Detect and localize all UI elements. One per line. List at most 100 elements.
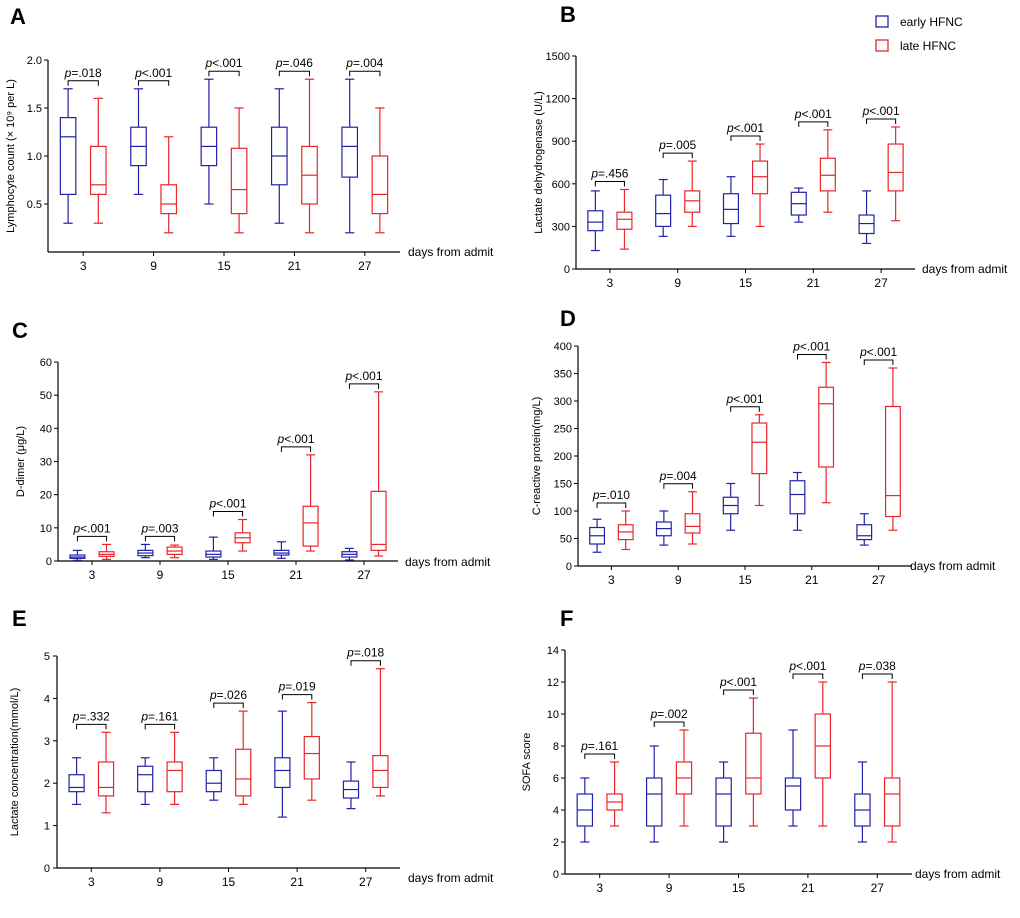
iqr-box — [818, 386, 835, 468]
pvalue-annotation-day-9: p=.003 — [140, 521, 179, 542]
y-tick-label: 400 — [554, 341, 572, 353]
pvalue-p-symbol: p — [658, 138, 666, 152]
pvalue-bracket — [866, 118, 897, 124]
early-box-day-3 — [59, 88, 77, 224]
panel-letter: D — [560, 306, 576, 331]
y-tick-label: 1500 — [546, 51, 570, 63]
pvalue-bracket — [662, 152, 693, 159]
x-tick-label: 9 — [674, 276, 681, 290]
late-box-day-21 — [301, 78, 318, 234]
x-tick-label: 15 — [732, 881, 746, 895]
early-box-day-3 — [576, 777, 594, 843]
pvalue-label: p=.026 — [209, 688, 247, 702]
pvalue-bracket — [792, 673, 824, 679]
y-tick-label: 2 — [553, 837, 559, 849]
iqr-box — [97, 761, 115, 797]
iqr-box — [137, 765, 154, 793]
pvalue-p-symbol: p — [858, 659, 866, 673]
y-tick-label: 100 — [554, 506, 572, 518]
x-axis-label: days from admit — [922, 262, 1008, 276]
y-tick-label: 0.5 — [27, 199, 42, 211]
pvalue-annotation-day-27: p=.004 — [345, 56, 384, 77]
pvalue-label: p<.001 — [794, 107, 832, 121]
early-box-day-21 — [273, 541, 290, 559]
x-tick-label: 27 — [871, 881, 885, 895]
pvalue-value: =.456 — [598, 166, 629, 180]
late-box-day-3 — [97, 731, 115, 814]
pvalue-bracket — [350, 660, 381, 666]
iqr-box — [722, 193, 740, 225]
pvalue-label: p=.004 — [659, 469, 697, 483]
iqr-box — [166, 761, 183, 793]
pvalue-bracket — [144, 535, 176, 542]
early-box-day-15 — [722, 176, 740, 237]
x-tick-label: 21 — [290, 875, 304, 889]
pvalue-p-symbol: p — [345, 56, 353, 70]
y-tick-label: 10 — [547, 709, 559, 721]
early-box-day-9 — [655, 510, 672, 546]
pvalue-annotation-day-3: p=.456 — [590, 166, 629, 187]
pvalue-p-symbol: p — [794, 107, 802, 121]
late-box-day-27 — [372, 668, 389, 797]
panel-letter: B — [560, 2, 576, 27]
pvalue-bracket — [278, 70, 311, 77]
pvalue-p-symbol: p — [592, 488, 600, 502]
pvalue-label: p=.003 — [140, 521, 178, 535]
panel-c: C 0 10 20 30 40 50 60 D-dimer (μg/L) days from ad… — [12, 318, 491, 582]
y-axis-label: D-dimer (μg/L) — [15, 426, 27, 497]
iqr-box — [68, 774, 85, 793]
y-tick-label: 1.5 — [27, 103, 42, 115]
pvalue-bracket — [663, 483, 694, 489]
pvalue-value: <.001 — [212, 56, 243, 70]
x-axis-label: days from admit — [910, 559, 996, 573]
y-tick-label: 600 — [552, 179, 570, 191]
x-tick-label: 21 — [805, 573, 819, 587]
x-tick-label: 15 — [738, 573, 752, 587]
early-box-day-21 — [789, 471, 806, 531]
pvalue-annotation-day-15: p<.001 — [719, 675, 757, 695]
pvalue-bracket — [596, 502, 627, 508]
pvalue-p-symbol: p — [862, 104, 870, 118]
pvalue-value: <.001 — [869, 104, 900, 118]
panel-letter: F — [560, 606, 573, 631]
pvalue-value: =.018 — [354, 646, 385, 660]
pvalue-label: p=.018 — [64, 66, 102, 80]
y-tick-label: 40 — [40, 423, 52, 435]
pvalue-p-symbol: p — [64, 66, 72, 80]
pvalue-label: p<.001 — [726, 121, 764, 135]
early-box-day-3 — [589, 518, 606, 553]
early-box-day-27 — [342, 761, 360, 810]
pvalue-label: p=.005 — [658, 138, 696, 152]
pvalue-label: p=.002 — [650, 707, 688, 721]
pvalue-label: p=.004 — [345, 56, 383, 70]
pvalue-annotation-day-9: p=.005 — [658, 138, 697, 159]
pvalue-value: <.001 — [796, 659, 827, 673]
late-box-day-9 — [675, 729, 693, 827]
pvalue-p-symbol: p — [204, 56, 212, 70]
pvalue-p-symbol: p — [726, 121, 734, 135]
x-tick-label: 3 — [80, 259, 87, 273]
late-box-day-21 — [302, 454, 319, 552]
pvalue-p-symbol: p — [346, 646, 354, 660]
legend: early HFNC late HFNC — [875, 15, 963, 53]
pvalue-p-symbol: p — [659, 469, 667, 483]
pvalue-value: <.001 — [284, 432, 315, 446]
pvalue-label: p=.161 — [580, 739, 618, 753]
x-tick-label: 9 — [150, 259, 157, 273]
pvalue-p-symbol: p — [209, 688, 217, 702]
iqr-box — [160, 184, 178, 215]
panel-e: E 0 1 2 3 4 5 Lactate concentration(mmol/L) days… — [9, 606, 494, 889]
pvalue-value: <.001 — [801, 107, 832, 121]
early-box-day-15 — [715, 761, 732, 843]
pvalue-value: =.026 — [217, 688, 248, 702]
pvalue-annotation-day-15: p=.026 — [209, 688, 247, 709]
x-tick-label: 9 — [675, 573, 682, 587]
pvalue-label: p<.001 — [276, 432, 314, 446]
pvalue-p-symbol: p — [276, 432, 284, 446]
x-tick-label: 27 — [359, 875, 373, 889]
pvalue-annotation-day-27: p<.001 — [344, 369, 383, 389]
x-tick-label: 27 — [358, 259, 372, 273]
y-tick-label: 1200 — [546, 94, 570, 106]
x-tick-label: 15 — [222, 875, 236, 889]
legend-swatch-early — [875, 15, 889, 28]
